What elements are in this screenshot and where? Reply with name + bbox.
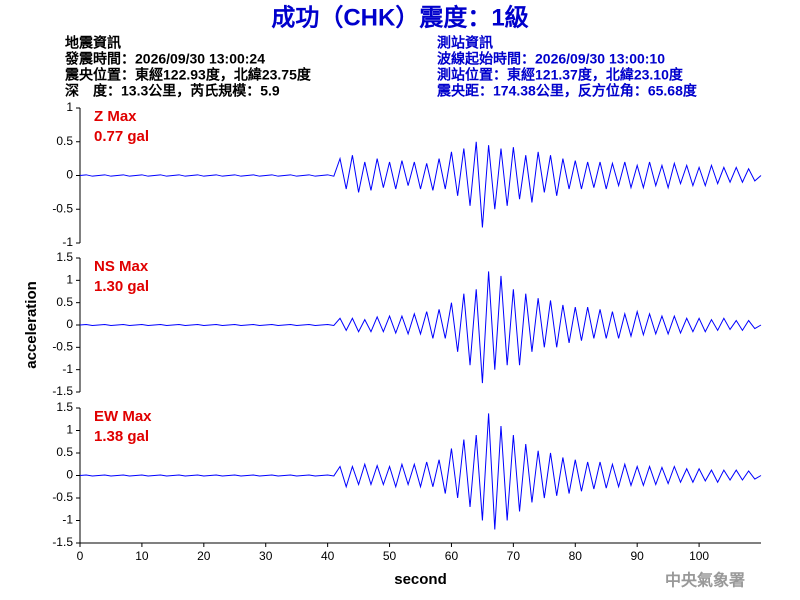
waveform bbox=[79, 141, 762, 228]
y-tick-label: 0.5 bbox=[56, 295, 73, 309]
x-tick-label: 30 bbox=[259, 549, 273, 563]
y-tick-label: -1.5 bbox=[52, 535, 73, 549]
page-title: 成功（CHK）震度：1級 bbox=[271, 3, 528, 31]
station-info: 測站位置：東經121.37度，北緯23.10度 bbox=[437, 67, 684, 83]
x-tick-label: 100 bbox=[689, 549, 709, 563]
y-tick-label: 1 bbox=[66, 273, 73, 287]
x-tick-label: 40 bbox=[321, 549, 335, 563]
y-tick-label: 0 bbox=[66, 468, 73, 482]
quake-info: 深 度：13.3公里，芮氏規模：5.9 bbox=[65, 83, 280, 99]
max-value-label: 0.77 gal bbox=[94, 128, 149, 145]
y-tick-label: -1.5 bbox=[52, 384, 73, 398]
max-label: NS Max bbox=[94, 258, 149, 275]
x-tick-label: 20 bbox=[197, 549, 211, 563]
max-label: Z Max bbox=[94, 108, 137, 125]
y-tick-label: -1 bbox=[62, 235, 73, 249]
y-tick-label: -0.5 bbox=[52, 340, 73, 354]
max-value-label: 1.38 gal bbox=[94, 428, 149, 445]
y-tick-label: 0 bbox=[66, 317, 73, 331]
y-tick-label: 0 bbox=[66, 168, 73, 182]
x-tick-label: 70 bbox=[507, 549, 521, 563]
station-info: 波線起始時間：2026/09/30 13:00:10 bbox=[437, 51, 665, 67]
station-info: 震央距：174.38公里，反方位角：65.68度 bbox=[436, 83, 698, 99]
y-tick-label: -0.5 bbox=[52, 490, 73, 504]
station-info: 測站資訊 bbox=[437, 35, 493, 51]
x-tick-label: 50 bbox=[383, 549, 397, 563]
max-value-label: 1.30 gal bbox=[94, 278, 149, 295]
y-tick-label: 0.5 bbox=[56, 445, 73, 459]
y-tick-label: 0.5 bbox=[56, 134, 73, 148]
max-label: EW Max bbox=[94, 408, 152, 425]
x-axis-label: second bbox=[394, 571, 447, 588]
x-tick-label: 0 bbox=[77, 549, 84, 563]
y-tick-label: 1.5 bbox=[56, 250, 73, 264]
waveform bbox=[79, 413, 762, 530]
x-tick-label: 90 bbox=[631, 549, 645, 563]
quake-info: 震央位置：東經122.93度，北緯23.75度 bbox=[64, 67, 312, 83]
agency-watermark: 中央氣象署 bbox=[665, 571, 745, 590]
y-tick-label: 1 bbox=[66, 100, 73, 114]
y-tick-label: 1 bbox=[66, 423, 73, 437]
y-tick-label: 1.5 bbox=[56, 400, 73, 414]
x-tick-label: 60 bbox=[445, 549, 459, 563]
waveform bbox=[79, 271, 762, 384]
quake-info: 發震時間：2026/09/30 13:00:24 bbox=[64, 51, 265, 67]
y-tick-label: -0.5 bbox=[52, 201, 73, 215]
y-axis-label: acceleration bbox=[23, 281, 40, 369]
x-tick-label: 10 bbox=[135, 549, 149, 563]
y-tick-label: -1 bbox=[62, 362, 73, 376]
x-tick-label: 80 bbox=[569, 549, 583, 563]
y-tick-label: -1 bbox=[62, 513, 73, 527]
quake-info: 地震資訊 bbox=[65, 35, 121, 51]
